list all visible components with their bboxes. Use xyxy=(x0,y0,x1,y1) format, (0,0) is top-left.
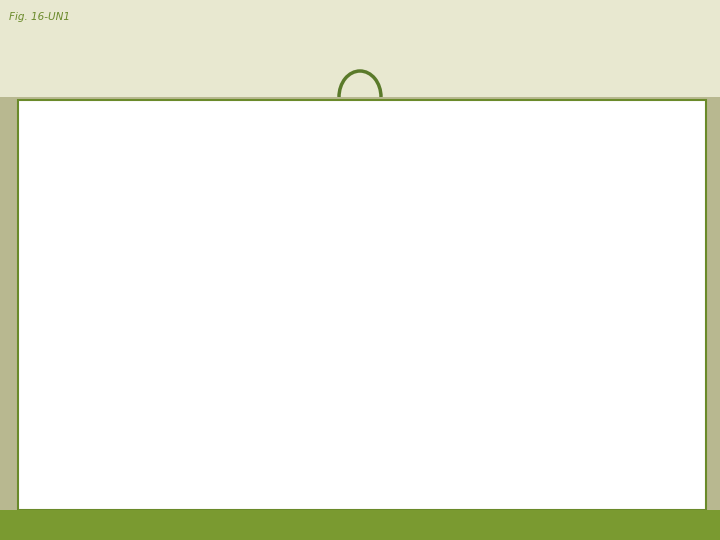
Text: Fig. 16-UN1: Fig. 16-UN1 xyxy=(9,12,70,22)
Polygon shape xyxy=(178,156,235,210)
Polygon shape xyxy=(55,150,112,204)
Polygon shape xyxy=(99,142,166,218)
Text: Copyright © 2008 Pearson Education, Inc., publishing as Pearson Benjamin Cumming: Copyright © 2008 Pearson Education, Inc.… xyxy=(22,489,354,498)
Text: Pyrimidine + pyrimidine: too narrow: Pyrimidine + pyrimidine: too narrow xyxy=(260,286,602,304)
Polygon shape xyxy=(125,142,191,218)
Text: Purine + purine: too wide: Purine + purine: too wide xyxy=(260,171,500,189)
Polygon shape xyxy=(156,376,214,443)
Polygon shape xyxy=(50,380,107,434)
Polygon shape xyxy=(79,261,137,328)
Text: Purine + pyrimidine: width
consistent with X-ray data: Purine + pyrimidine: width consistent wi… xyxy=(260,388,511,431)
Polygon shape xyxy=(153,261,211,328)
Polygon shape xyxy=(94,372,161,448)
